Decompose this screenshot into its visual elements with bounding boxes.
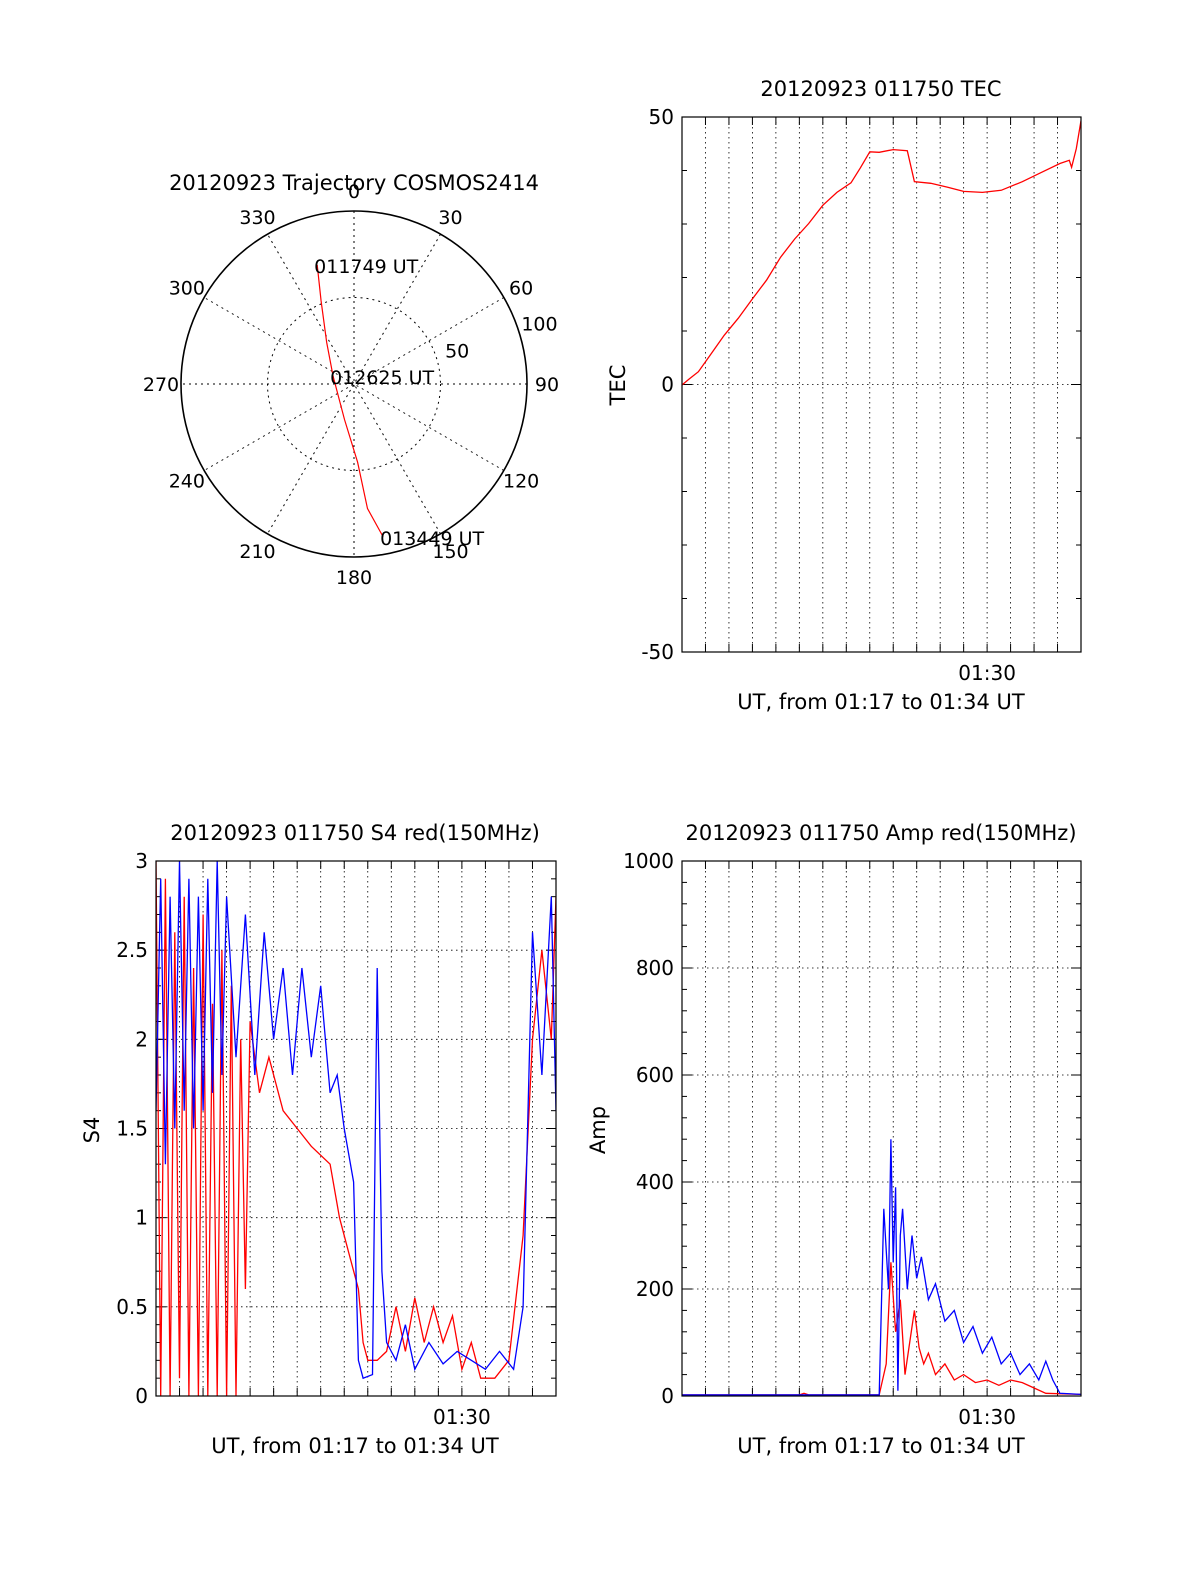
s4-ytick-label: 3 (135, 849, 148, 873)
polar-spoke-150 (267, 233, 441, 535)
s4-ytick-label: 1.5 (116, 1117, 148, 1141)
polar-angle-label: 30 (438, 207, 462, 229)
polar-angle-label: 120 (503, 471, 539, 493)
trajectory-chart: 20120923 Trajectory COSMOS2414 0 30 60 90 12… (143, 171, 559, 589)
polar-angle-label: 180 (336, 567, 372, 589)
polar-spoke-60 (203, 297, 505, 471)
polar-angle-label: 0 (348, 181, 360, 203)
amp-ytick-label: 400 (636, 1170, 674, 1194)
amp-xlabel: UT, from 01:17 to 01:34 UT (737, 1434, 1025, 1458)
s4-series-0 (156, 861, 556, 1396)
amp-frame (681, 860, 1082, 1397)
s4-ytick-label: 2 (135, 1027, 148, 1051)
s4-ytick-label: 2.5 (116, 938, 148, 962)
s4-ytick-label: 0 (135, 1384, 148, 1408)
polar-angle-label: 270 (143, 374, 179, 396)
tec-ytick-label: 0 (661, 373, 674, 397)
polar-spoke-30 (267, 233, 441, 535)
polar-angle-label: 300 (169, 278, 205, 300)
s4-ytick-label: 1 (135, 1206, 148, 1230)
trajectory-title: 20120923 Trajectory COSMOS2414 (169, 171, 539, 195)
amp-xtick-label: 01:30 (958, 1405, 1016, 1429)
trajectory-time-label-0: 011749 UT (314, 256, 418, 278)
tec-ytick-label: -50 (641, 640, 674, 664)
polar-angle-label: 330 (239, 207, 275, 229)
polar-angle-label: 90 (535, 374, 559, 396)
s4-ylabel: S4 (80, 1117, 104, 1144)
polar-spoke-120 (203, 297, 505, 471)
polar-angle-label: 150 (432, 541, 468, 563)
trajectory-path (316, 264, 384, 538)
amp-ylabel: Amp (586, 1106, 610, 1154)
s4-title: 20120923 011750 S4 red(150MHz) (170, 821, 540, 845)
s4-series-1 (156, 861, 556, 1380)
trajectory-time-label-1: 012625 UT (330, 367, 434, 389)
amp-ytick-label: 1000 (623, 849, 674, 873)
polar-radial-label: 100 (521, 314, 557, 336)
amp-chart: 20120923 011750 Amp red(150MHz) UT, from… (586, 821, 1082, 1458)
amp-title: 20120923 011750 Amp red(150MHz) (685, 821, 1076, 845)
tec-xtick-label: 01:30 (958, 661, 1016, 685)
amp-ytick-label: 200 (636, 1277, 674, 1301)
s4-chart: 20120923 011750 S4 red(150MHz) UT, from … (80, 821, 557, 1458)
amp-ytick-label: 600 (636, 1063, 674, 1087)
polar-radial-label: 50 (445, 340, 469, 362)
s4-xtick-label: 01:30 (433, 1405, 491, 1429)
tec-chart: 20120923 011750 TEC UT, from 01:17 to 01… (606, 77, 1082, 714)
tec-xlabel: UT, from 01:17 to 01:34 UT (737, 690, 1025, 714)
tec-ytick-label: 50 (649, 105, 674, 129)
amp-series-0 (682, 1262, 1081, 1396)
s4-xlabel: UT, from 01:17 to 01:34 UT (211, 1434, 499, 1458)
amp-ytick-label: 800 (636, 956, 674, 980)
polar-angle-label: 240 (169, 471, 205, 493)
trajectory-time-label-2: 013449 UT (380, 528, 484, 550)
amp-ytick-label: 0 (661, 1384, 674, 1408)
amp-series-1 (682, 1139, 1081, 1396)
tec-title: 20120923 011750 TEC (760, 77, 1001, 101)
s4-ytick-label: 0.5 (116, 1295, 148, 1319)
tec-series-0 (682, 120, 1081, 386)
tec-frame (681, 116, 1082, 653)
polar-angle-label: 210 (239, 541, 275, 563)
s4-frame (155, 860, 557, 1397)
tec-ylabel: TEC (606, 365, 630, 407)
polar-angle-label: 60 (509, 278, 533, 300)
